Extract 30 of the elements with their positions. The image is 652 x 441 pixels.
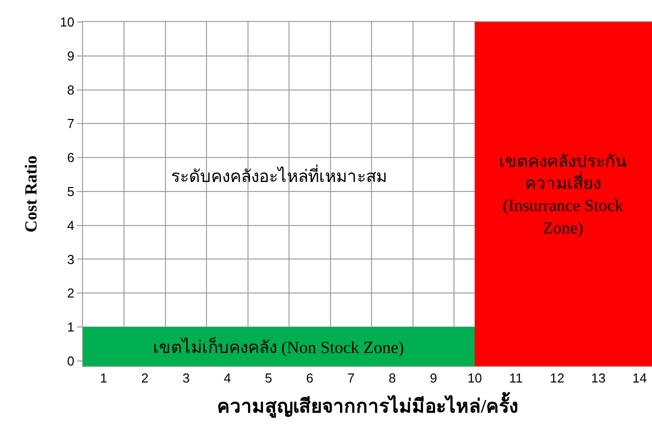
x-tick-label: 11 bbox=[509, 370, 523, 386]
y-tick-label: 4 bbox=[67, 218, 74, 233]
x-tick-label: 3 bbox=[182, 370, 190, 386]
x-tick-label: 10 bbox=[467, 370, 482, 386]
y-tick-label: 8 bbox=[67, 82, 74, 98]
x-tick-label: 7 bbox=[347, 370, 355, 386]
band-label: เขตไม่เก็บคงคลัง (Non Stock Zone) bbox=[153, 336, 404, 357]
y-axis-title: Cost Ratio bbox=[21, 156, 40, 232]
x-tick-label: 12 bbox=[550, 370, 564, 386]
x-tick-label: 2 bbox=[141, 370, 148, 386]
y-tick-label: 5 bbox=[67, 184, 74, 200]
x-tick-label: 13 bbox=[591, 370, 606, 386]
y-tick-label: 3 bbox=[67, 252, 74, 267]
x-axis-title: ความสูญเสียจากการไม่มีอะไหล่/ครั้ง bbox=[216, 391, 518, 418]
annotation: ระดับคงคลังอะไหล่ที่เหมาะสม bbox=[171, 164, 387, 186]
x-tick-label: 8 bbox=[388, 370, 396, 386]
x-tick-label: 1 bbox=[100, 370, 108, 386]
y-tick-label: 2 bbox=[67, 286, 74, 301]
x-tick-label: 9 bbox=[430, 370, 438, 386]
y-tick-label: 9 bbox=[67, 48, 74, 64]
x-tick-label: 6 bbox=[306, 370, 314, 386]
y-tick-label: 1 bbox=[67, 320, 74, 335]
x-tick-label: 5 bbox=[264, 370, 272, 386]
x-tick-label: 4 bbox=[224, 370, 231, 386]
band-label: เขตคงคลังประกัน ความเสี่ยง (Insurrance Stock Zone) bbox=[499, 152, 627, 238]
y-tick-label: 10 bbox=[60, 14, 74, 30]
x-tick-label: 14 bbox=[632, 370, 647, 386]
y-tick-label: 6 bbox=[67, 150, 74, 166]
y-tick-label: 0 bbox=[67, 353, 74, 368]
y-tick-label: 7 bbox=[67, 116, 74, 132]
